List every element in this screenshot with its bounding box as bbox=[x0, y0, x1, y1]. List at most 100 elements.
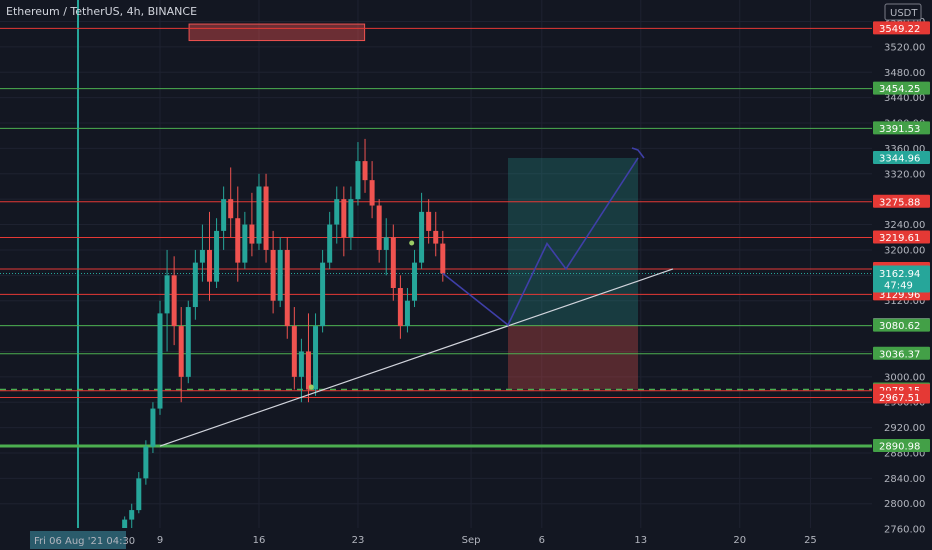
candle-body bbox=[313, 326, 319, 390]
candle-body bbox=[143, 446, 149, 479]
time-tick-label: 6 bbox=[539, 535, 545, 546]
price-badge-label: 3275.88 bbox=[879, 197, 920, 208]
currency-box bbox=[884, 3, 922, 21]
candle-body bbox=[426, 211, 432, 231]
price-badge bbox=[873, 81, 930, 95]
price-tick-label: 3360.00 bbox=[884, 144, 925, 155]
cursor-time-box bbox=[30, 531, 126, 549]
price-badge bbox=[873, 346, 930, 360]
cursor-time-label: Fri 06 Aug '21 04:30 bbox=[34, 536, 135, 547]
candle-body bbox=[221, 199, 227, 231]
time-tick-label: 13 bbox=[634, 535, 647, 546]
horizontal-levels bbox=[0, 27, 872, 448]
candle-body bbox=[397, 288, 403, 327]
price-badge-label: 3036.37 bbox=[879, 349, 920, 360]
symbol-title: Ethereum / TetherUS, 4h, BINANCE bbox=[6, 5, 198, 18]
projection-arrowhead bbox=[631, 147, 645, 159]
time-tick-label: 20 bbox=[733, 535, 746, 546]
candle-body bbox=[256, 186, 262, 244]
candle-body bbox=[164, 275, 170, 314]
current-price-badge bbox=[873, 265, 930, 293]
price-badge bbox=[873, 194, 930, 208]
candle-body bbox=[348, 199, 354, 238]
candle-body bbox=[419, 211, 425, 263]
candle-body bbox=[291, 326, 297, 377]
candle-body bbox=[355, 161, 361, 200]
stop-zone bbox=[508, 325, 638, 390]
time-axis-background bbox=[0, 528, 872, 550]
resistance-box bbox=[188, 23, 366, 42]
time-tick-label: 23 bbox=[352, 535, 365, 546]
candle-body bbox=[433, 230, 439, 244]
candle-body bbox=[171, 275, 177, 327]
candle-body bbox=[277, 249, 283, 301]
price-badge bbox=[873, 390, 930, 404]
candle-body bbox=[284, 249, 290, 327]
candle-body bbox=[249, 224, 255, 244]
price-tick-label: 2760.00 bbox=[884, 525, 925, 536]
candle-body bbox=[129, 510, 135, 520]
price-tick-label: 3240.00 bbox=[884, 220, 925, 231]
candle-body bbox=[305, 351, 311, 390]
candle-body bbox=[390, 237, 396, 289]
price-tick-label: 3520.00 bbox=[884, 42, 925, 53]
price-badge-label: 3080.62 bbox=[879, 321, 920, 332]
time-axis: 9 16 23 Sep 6 13 20 25 Fri 06 Aug '21 04:30 bbox=[0, 528, 872, 550]
price-badge-label: 3344.96 bbox=[879, 153, 920, 164]
candle-body bbox=[404, 300, 410, 327]
candle-body bbox=[383, 237, 389, 250]
price-tick-label: 2800.00 bbox=[884, 499, 925, 510]
candle-body bbox=[157, 313, 163, 409]
candles bbox=[115, 138, 446, 545]
time-tick-label: Sep bbox=[462, 535, 481, 546]
price-badge-label: 3454.25 bbox=[879, 84, 920, 95]
candle-body bbox=[228, 199, 234, 219]
candle-body bbox=[327, 224, 333, 263]
candle-body bbox=[199, 249, 205, 263]
candle-body bbox=[242, 224, 248, 263]
time-tick-label: 16 bbox=[253, 535, 266, 546]
candle-body bbox=[150, 408, 156, 447]
candle-body bbox=[178, 326, 184, 377]
price-tick-label: 3000.00 bbox=[884, 372, 925, 383]
price-badges: 3549.22 3454.25 3391.53 3344.96 3275.88 3219.… bbox=[873, 21, 930, 453]
candle-body bbox=[412, 262, 418, 301]
price-badge bbox=[873, 150, 930, 164]
price-tick-label: 3200.00 bbox=[884, 245, 925, 256]
candle-body bbox=[320, 262, 326, 327]
price-badge bbox=[873, 318, 930, 332]
price-badge-label: 2890.98 bbox=[879, 442, 920, 453]
price-tick-label: 2840.00 bbox=[884, 474, 925, 485]
candle-body bbox=[214, 230, 220, 282]
price-badge-label: 3549.22 bbox=[879, 24, 920, 35]
candle-body bbox=[235, 218, 241, 263]
price-tick-label: 2920.00 bbox=[884, 423, 925, 434]
price-badge bbox=[873, 230, 930, 244]
price-tick-label: 3440.00 bbox=[884, 93, 925, 104]
candle-body bbox=[192, 262, 198, 308]
candle-body bbox=[334, 199, 340, 225]
price-badge bbox=[873, 439, 930, 453]
price-badge-label: 3391.53 bbox=[879, 124, 920, 135]
price-badge-label: 3219.61 bbox=[879, 233, 920, 244]
candle-body bbox=[376, 205, 382, 250]
currency-label: USDT bbox=[890, 8, 918, 19]
candle-body bbox=[263, 186, 269, 250]
price-badge bbox=[873, 121, 930, 135]
candle-body bbox=[440, 243, 446, 274]
time-tick-label: 25 bbox=[804, 535, 817, 546]
target-zone bbox=[508, 157, 638, 326]
price-tick-label: 3120.00 bbox=[884, 296, 925, 307]
candle-body bbox=[362, 161, 368, 181]
candle-body bbox=[185, 307, 191, 377]
drawings bbox=[159, 147, 674, 447]
marker-dot bbox=[409, 240, 415, 246]
countdown-label: 47:49 bbox=[884, 280, 913, 291]
price-tick-label: 3480.00 bbox=[884, 68, 925, 79]
candle-body bbox=[206, 249, 212, 282]
candle-body bbox=[298, 351, 304, 377]
price-tick-label: 3320.00 bbox=[884, 169, 925, 180]
candle-body bbox=[136, 478, 142, 511]
current-price-label: 3162.94 bbox=[879, 269, 920, 280]
